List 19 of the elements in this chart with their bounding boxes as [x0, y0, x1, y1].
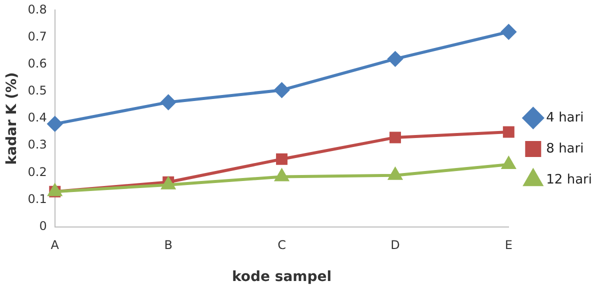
y-tick-label: 0.5 — [28, 84, 47, 98]
x-tick-label: C — [278, 238, 286, 252]
y-tick-label: 0.6 — [28, 56, 47, 70]
y-axis-title: kadar K (%) — [4, 72, 20, 165]
y-tick-label: 0 — [39, 218, 47, 233]
x-tick-label: D — [390, 238, 400, 252]
y-tick-label: 0.1 — [28, 192, 47, 206]
legend-label: 12 hari — [546, 172, 592, 188]
y-tick-label: 0.2 — [28, 164, 47, 179]
y-tick-label: 0.4 — [28, 110, 47, 125]
x-axis-title: kode sampel — [232, 269, 332, 286]
legend-label: 8 hari — [546, 141, 584, 156]
y-tick-label: 0.8 — [28, 2, 47, 16]
legend-label: 4 hari — [546, 110, 584, 126]
x-tick-label: E — [504, 238, 512, 252]
x-tick-label: B — [164, 238, 172, 252]
x-tick-label: A — [50, 238, 60, 252]
y-tick-label: 0.3 — [28, 138, 47, 152]
y-tick-label: 0.7 — [28, 29, 47, 44]
